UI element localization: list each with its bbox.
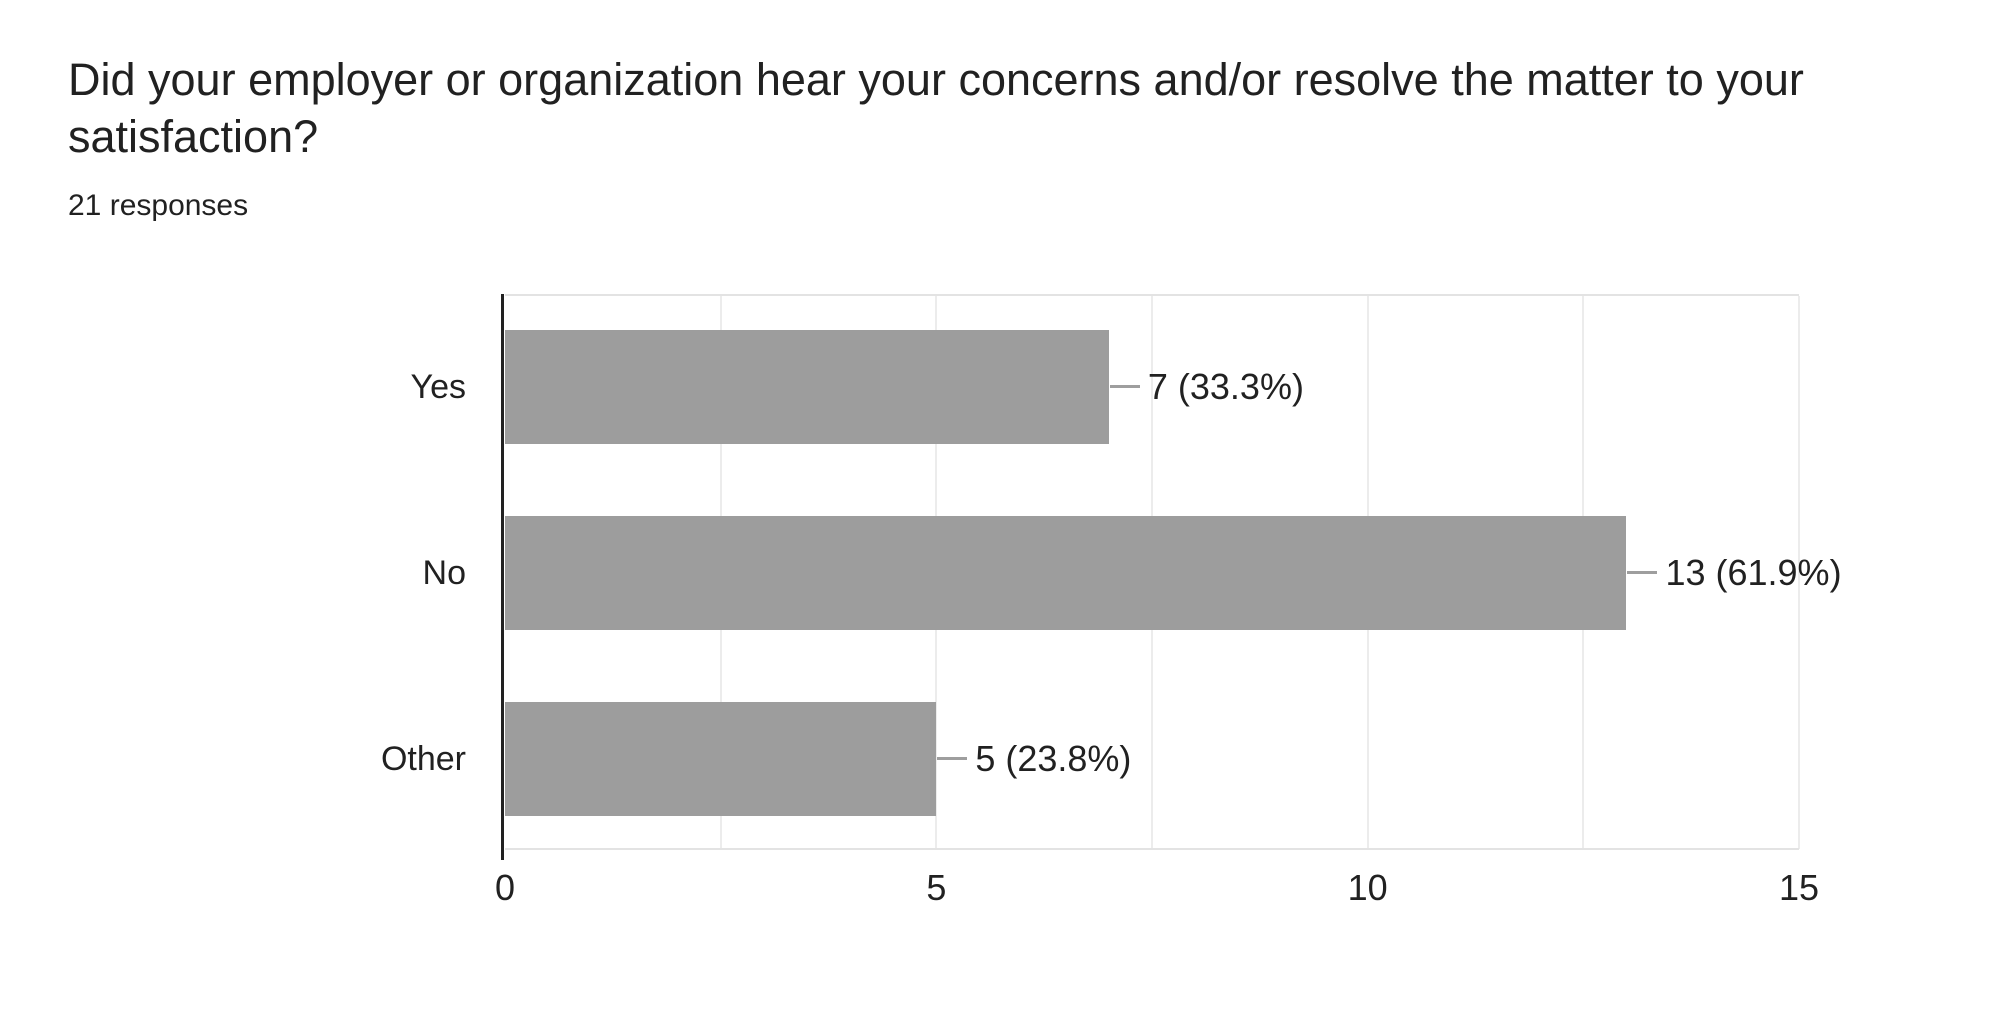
value-label-no: 13 (61.9%) [1665,552,1842,593]
value-callout-line-other [937,757,968,760]
value-callout-line-no [1627,571,1658,574]
x-tick-label-0: 0 [494,867,516,908]
bar-yes [505,330,1109,444]
value-label-yes: 7 (33.3%) [1147,366,1304,407]
value-label-other: 5 (23.8%) [975,738,1132,779]
y-axis-line [501,294,504,860]
bar-no [505,516,1627,630]
x-tick-label-15: 15 [1778,867,1820,908]
bar-other [505,702,937,816]
category-label-other: Other [380,740,466,778]
x-tick-label-5: 5 [926,867,947,908]
x-tick-label-10: 10 [1347,867,1388,908]
response-count: 21 responses [68,189,249,222]
category-label-yes: Yes [410,368,466,406]
plot-top-border [505,294,1799,296]
category-label-no: No [422,554,466,592]
value-callout-line-yes [1109,385,1140,388]
question-title: Did your employer or organization hear y… [68,54,1804,162]
gridline [1798,296,1800,849]
plot-bottom-border [505,848,1799,850]
